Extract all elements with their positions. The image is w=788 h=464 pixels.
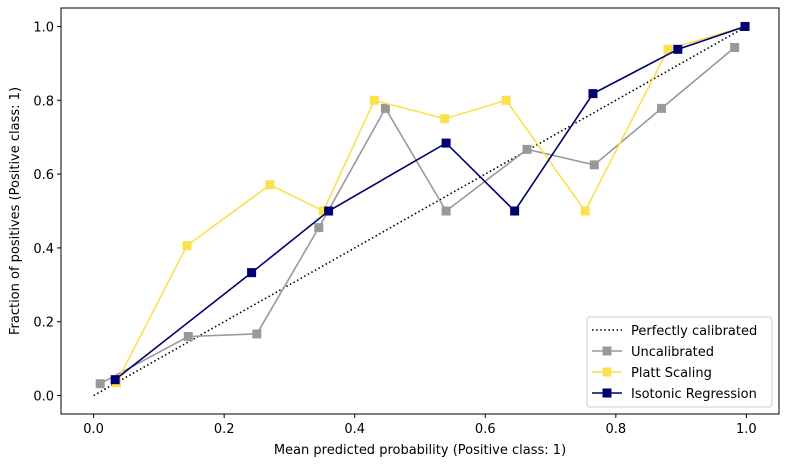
data-point-uncalibrated bbox=[441, 206, 451, 216]
data-point-uncalibrated bbox=[252, 329, 262, 339]
data-point-isotonic-regression bbox=[588, 89, 598, 99]
data-point-platt-scaling bbox=[265, 180, 275, 190]
y-tick-label: 0.4 bbox=[33, 242, 54, 257]
series-line-platt-scaling bbox=[115, 25, 746, 383]
x-tick-label: 0.8 bbox=[605, 422, 626, 437]
series-line-isotonic-regression bbox=[114, 25, 746, 381]
data-point-platt-scaling bbox=[663, 44, 673, 54]
legend-entry-isotonic-regression: Isotonic Regression bbox=[592, 387, 757, 402]
data-point-uncalibrated bbox=[314, 223, 324, 233]
x-tick-label: 0.6 bbox=[475, 422, 496, 437]
series-isotonic-regression bbox=[110, 21, 750, 385]
x-tick-label: 0.2 bbox=[214, 422, 235, 437]
data-point-platt-scaling bbox=[440, 114, 450, 124]
y-tick-label: 0.2 bbox=[33, 316, 54, 331]
data-point-platt-scaling bbox=[369, 95, 379, 105]
y-axis-label: Fraction of positives (Positive class: 1… bbox=[8, 87, 23, 335]
data-point-platt-scaling bbox=[501, 95, 511, 105]
legend: Perfectly calibrated Uncalibrated Platt Sc… bbox=[586, 316, 773, 408]
legend-entry-uncalibrated: Uncalibrated bbox=[592, 345, 714, 360]
legend-marker-isotonic-regression bbox=[602, 388, 612, 398]
series-uncalibrated bbox=[95, 42, 740, 389]
legend-label-perfectly-calibrated: Perfectly calibrated bbox=[631, 324, 757, 339]
y-tick-label: 1.0 bbox=[33, 20, 54, 35]
data-point-isotonic-regression bbox=[324, 206, 334, 216]
legend-label-platt-scaling: Platt Scaling bbox=[631, 366, 712, 381]
y-tick-label: 0.0 bbox=[33, 390, 54, 405]
x-tick-label: 1.0 bbox=[736, 422, 757, 437]
data-point-isotonic-regression bbox=[441, 138, 451, 148]
data-point-isotonic-regression bbox=[673, 44, 683, 54]
data-point-uncalibrated bbox=[730, 42, 740, 52]
data-point-isotonic-regression bbox=[510, 206, 520, 216]
x-tick-label: 0.4 bbox=[344, 422, 365, 437]
data-point-platt-scaling bbox=[580, 206, 590, 216]
data-point-uncalibrated bbox=[657, 103, 667, 113]
legend-box bbox=[586, 316, 773, 408]
data-point-isotonic-regression bbox=[247, 268, 257, 278]
legend-label-uncalibrated: Uncalibrated bbox=[631, 345, 714, 360]
legend-entry-platt-scaling: Platt Scaling bbox=[592, 366, 712, 381]
data-point-uncalibrated bbox=[95, 379, 105, 389]
data-point-uncalibrated bbox=[183, 331, 193, 341]
data-point-uncalibrated bbox=[522, 144, 532, 154]
data-point-platt-scaling bbox=[182, 241, 192, 251]
data-point-platt-scaling bbox=[318, 206, 328, 216]
data-point-uncalibrated bbox=[380, 103, 390, 113]
axis-ticks: 0.0 0.2 0.4 0.6 0.8 1.0 0.0 0.2 0.4 0.6 0.8 1.0 bbox=[33, 20, 756, 437]
data-point-isotonic-regression bbox=[110, 375, 120, 385]
legend-marker-uncalibrated bbox=[602, 346, 612, 356]
y-tick-label: 0.6 bbox=[33, 168, 54, 183]
chart-marks bbox=[93, 21, 750, 397]
x-axis-label: Mean predicted probability (Positive cla… bbox=[274, 443, 566, 458]
legend-label-isotonic-regression: Isotonic Regression bbox=[631, 387, 757, 402]
data-point-uncalibrated bbox=[589, 160, 599, 170]
legend-marker-platt-scaling bbox=[602, 367, 612, 377]
series-line-uncalibrated bbox=[99, 46, 736, 385]
y-tick-label: 0.8 bbox=[33, 94, 54, 109]
legend-entry-perfectly-calibrated: Perfectly calibrated bbox=[592, 324, 757, 339]
x-tick-label: 0.0 bbox=[83, 422, 104, 437]
data-point-isotonic-regression bbox=[740, 21, 750, 31]
plot-frame bbox=[60, 7, 780, 415]
